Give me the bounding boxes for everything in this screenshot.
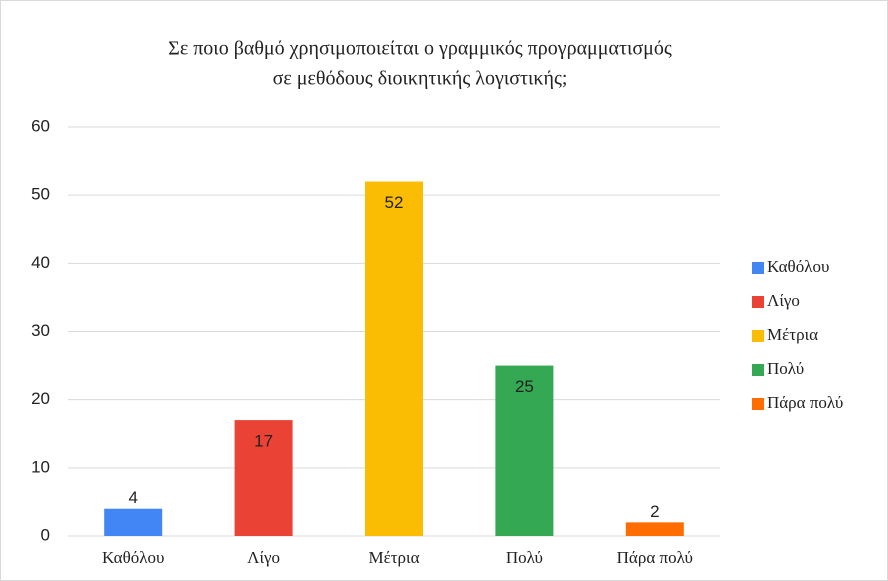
x-tick-label: Μέτρια xyxy=(368,548,419,567)
legend-label: Πάρα πολύ xyxy=(767,393,843,412)
legend-swatch xyxy=(752,296,764,308)
x-tick-label: Πολύ xyxy=(506,548,543,567)
x-tick-label: Λίγο xyxy=(247,548,280,567)
data-label: 4 xyxy=(128,488,137,507)
legend-label: Καθόλου xyxy=(767,257,829,276)
y-tick-label: 30 xyxy=(31,321,50,340)
data-label: 52 xyxy=(385,193,404,212)
legend-swatch xyxy=(752,398,764,410)
x-tick-label: Πάρα πολύ xyxy=(617,548,693,567)
legend-swatch xyxy=(752,262,764,274)
y-tick-label: 50 xyxy=(31,185,50,204)
legend-swatch xyxy=(752,364,764,376)
x-tick-label: Καθόλου xyxy=(102,548,164,567)
bar xyxy=(104,508,163,536)
bar xyxy=(495,365,554,536)
y-tick-label: 20 xyxy=(31,389,50,408)
legend-label: Λίγο xyxy=(767,291,800,310)
chart-title: σε μεθόδους διοικητικής λογιστικής; xyxy=(273,68,568,90)
bar xyxy=(365,181,423,537)
bar xyxy=(234,420,293,536)
data-label: 2 xyxy=(650,502,659,521)
chart-title: Σε ποιο βαθμό χρησιμοποιείται ο γραμμικό… xyxy=(168,38,672,60)
legend-label: Μέτρια xyxy=(767,325,818,344)
y-tick-label: 40 xyxy=(31,253,50,272)
bar xyxy=(625,522,684,536)
data-label: 17 xyxy=(254,432,273,451)
y-tick-label: 60 xyxy=(31,116,50,135)
legend-swatch xyxy=(752,330,764,342)
data-label: 25 xyxy=(515,377,534,396)
y-tick-label: 0 xyxy=(41,525,50,544)
y-tick-label: 10 xyxy=(31,457,50,476)
legend-label: Πολύ xyxy=(767,359,804,378)
